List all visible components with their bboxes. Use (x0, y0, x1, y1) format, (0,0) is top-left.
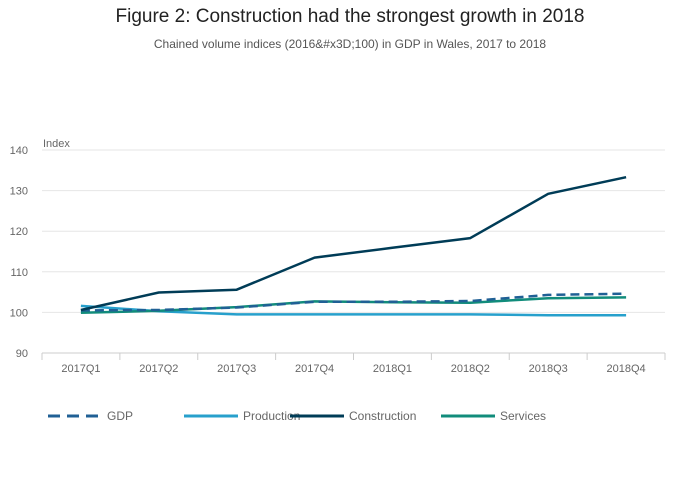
chart-subtitle: Chained volume indices (2016&#x3D;100) i… (153, 37, 547, 51)
y-axis-ticks: 90 100 110 120 130 140 (10, 145, 28, 360)
y-tick-label: 110 (10, 267, 28, 279)
series-line-production (80, 304, 627, 317)
gridlines (42, 149, 665, 313)
y-tick-label: 120 (10, 226, 28, 238)
x-tick-label: 2018Q4 (606, 363, 645, 375)
x-tick-label: 2017Q4 (295, 363, 334, 375)
legend-label-gdp: GDP (107, 409, 133, 423)
x-tick-label: 2017Q2 (139, 363, 178, 375)
x-axis: 2017Q1 2017Q2 2017Q3 2017Q4 2018Q1 2018Q2 2018… (41, 352, 666, 375)
y-tick-label: 100 (10, 307, 28, 319)
y-axis-label: Index (43, 138, 70, 150)
x-tick-label: 2018Q3 (529, 363, 568, 375)
series-lines (80, 175, 627, 317)
x-tick-label: 2018Q1 (373, 363, 412, 375)
y-tick-label: 140 (10, 145, 28, 157)
legend: GDP Production Construction Services (48, 409, 546, 423)
chart-title: Figure 2: Construction had the strongest… (115, 6, 585, 27)
legend-label-services: Services (500, 409, 546, 423)
series-line-construction (80, 175, 627, 312)
legend-label-production: Production (243, 409, 300, 423)
y-tick-label: 130 (10, 186, 28, 198)
x-tick-label: 2017Q1 (61, 363, 100, 375)
y-tick-label: 90 (16, 348, 28, 360)
x-tick-label: 2018Q2 (451, 363, 490, 375)
series-line-gdp (80, 292, 627, 312)
x-tick-label: 2017Q3 (217, 363, 256, 375)
series-line-services (80, 296, 627, 315)
legend-label-construction: Construction (349, 409, 416, 423)
